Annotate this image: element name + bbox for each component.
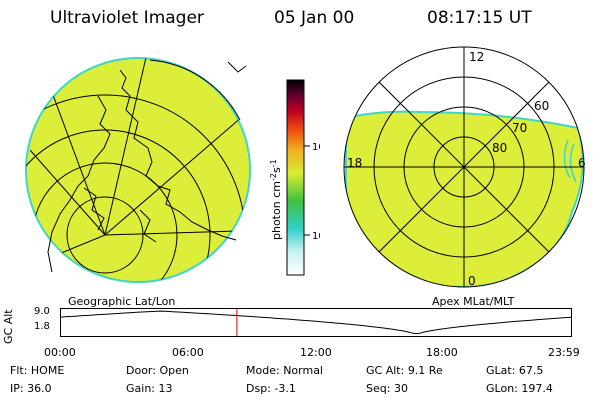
sun-direction-icon [227,61,247,73]
mlt-label-0: 0 [468,274,476,288]
timeline-xtick-2: 12:00 [300,346,332,359]
header-date: 05 Jan 00 [274,8,355,28]
mlat-mlt-grid [343,46,585,288]
info-ip: IP: 36.0 [10,382,52,395]
apex-polar-map: 12 18 6 0 60 70 80 [343,46,586,288]
colorbar-tick-10: 10 [312,231,320,242]
uv-image-disk [25,57,251,283]
timeline-xtick-1: 06:00 [172,346,204,359]
colorbar-gradient [286,79,305,276]
mlt-label-6: 6 [578,156,586,170]
geographic-map [25,57,251,283]
colorbar-tick-100: 100 [312,142,320,153]
timeline-ylabel-text: GC Alt [2,309,15,344]
info-door: Door: Open [126,364,189,377]
timeline-ytick-top: 9.0 [34,306,50,317]
info-gc-alt: GC Alt: 9.1 Re [366,364,443,377]
app-title: Ultraviolet Imager [50,8,204,28]
info-mode: Mode: Normal [246,364,323,377]
altitude-timeline [60,308,572,337]
mlt-label-18: 18 [347,156,362,170]
altitude-curve [60,310,572,335]
info-glon: GLon: 197.4 [486,382,553,395]
mlt-label-12: 12 [469,50,484,64]
timeline-ytick-bottom: 1.8 [34,321,50,332]
left-map-caption: Geographic Lat/Lon [68,295,176,308]
mlat-label-80: 80 [492,141,507,155]
right-map-caption: Apex MLat/MLT [432,295,515,308]
mlat-label-60: 60 [534,99,549,113]
timeline-frame [60,308,572,337]
info-gain: Gain: 13 [126,382,173,395]
timeline-xtick-0: 00:00 [44,346,76,359]
coastline [47,69,237,273]
terminator-arc [149,59,241,121]
info-flt: Flt: HOME [10,364,65,377]
header-time: 08:17:15 UT [427,8,532,28]
info-seq: Seq: 30 [366,382,408,395]
edge-fringe [563,139,577,183]
info-glat: GLat: 67.5 [486,364,544,377]
mlat-label-70: 70 [512,121,527,135]
timeline-xtick-3: 18:00 [426,346,458,359]
timeline-xtick-4: 23:59 [548,346,580,359]
info-dsp: Dsp: -3.1 [246,382,296,395]
colorbar: 100 10 photon cm-2s-1 [269,79,320,276]
colorbar-label: photon cm-2s-1 [269,159,283,240]
